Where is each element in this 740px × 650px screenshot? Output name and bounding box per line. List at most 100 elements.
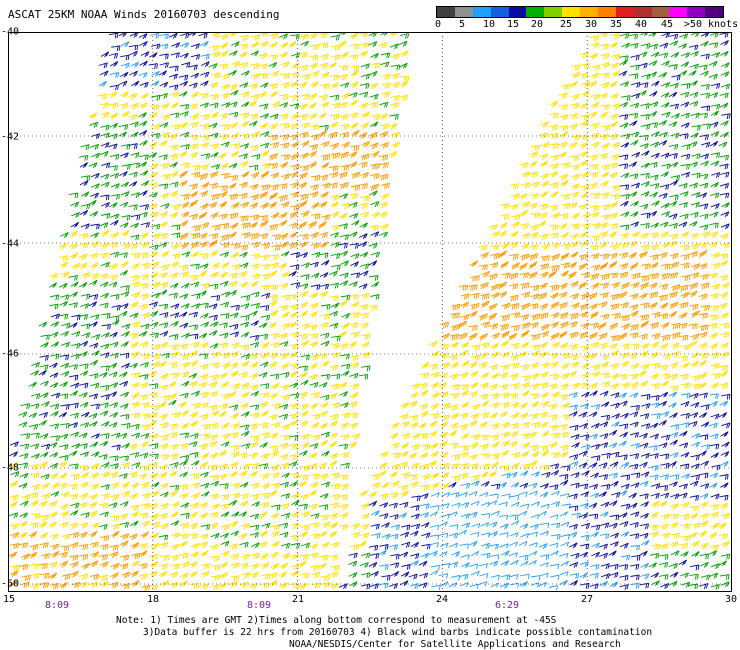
wind-barb [339, 114, 349, 121]
wind-barb [610, 334, 620, 342]
wind-barb [270, 70, 280, 78]
wind-barb [179, 104, 190, 110]
wind-barb [310, 284, 321, 291]
wind-barb [490, 554, 500, 560]
wind-barb [689, 573, 699, 580]
wind-barb [248, 423, 259, 430]
wind-barb [98, 80, 107, 87]
wind-barb [110, 562, 120, 570]
wind-barb [70, 201, 80, 208]
wind-barb [69, 322, 78, 329]
wind-barb [59, 521, 69, 529]
wind-barb [160, 250, 170, 258]
wind-barb [360, 292, 370, 300]
wind-barb [658, 283, 669, 291]
wind-barb [109, 84, 120, 91]
wind-barb [79, 162, 88, 169]
wind-barb [200, 71, 210, 78]
wind-barb [661, 241, 670, 249]
wind-barb [329, 82, 339, 89]
wind-barb [289, 522, 300, 530]
wind-barb [699, 501, 709, 508]
wind-barb [701, 123, 711, 130]
wind-barb [580, 292, 590, 301]
wind-barb [48, 561, 58, 569]
wind-barb [300, 379, 309, 386]
wind-barb [598, 301, 608, 308]
time-label: 8:09 [246, 600, 272, 611]
wind-barb [268, 270, 278, 278]
wind-barb [308, 92, 318, 100]
wind-barb [449, 404, 459, 411]
wind-barb [551, 212, 561, 220]
wind-barb [309, 191, 319, 198]
wind-barb [569, 280, 579, 288]
wind-barb [441, 332, 450, 340]
wind-barb [279, 372, 290, 379]
wind-barb [680, 262, 690, 269]
wind-barb [718, 412, 728, 419]
wind-barb [100, 261, 110, 268]
wind-barb [391, 131, 401, 139]
wind-barb [558, 394, 568, 401]
wind-barb [168, 399, 177, 406]
wind-barb [90, 192, 100, 199]
wind-barb [418, 422, 427, 430]
wind-barb [140, 503, 151, 510]
wind-barb [339, 512, 349, 519]
wind-barb [130, 401, 140, 409]
wind-barb [571, 302, 580, 310]
wind-barb [140, 353, 150, 360]
wind-barb [181, 61, 191, 68]
wind-barb [260, 150, 270, 158]
wind-barb [60, 491, 70, 499]
wind-barb [309, 564, 320, 572]
wind-barb [370, 251, 380, 258]
wind-barb [690, 242, 700, 250]
colorbar-label: 10 [482, 19, 496, 30]
wind-barb [671, 74, 681, 81]
wind-barb [318, 112, 327, 120]
wind-barb [598, 342, 608, 350]
wind-barb [620, 382, 630, 389]
wind-barb [590, 35, 600, 42]
wind-barb [208, 381, 218, 389]
wind-barb [548, 403, 558, 410]
wind-barb [228, 543, 238, 550]
wind-barb [139, 361, 149, 368]
wind-barb [298, 333, 308, 340]
wind-barb [59, 581, 68, 589]
wind-barb [90, 172, 100, 179]
wind-barb [668, 580, 678, 587]
wind-barb [108, 52, 119, 59]
wind-barb [459, 445, 469, 452]
wind-barb [120, 54, 130, 61]
wind-barb [589, 390, 598, 397]
wind-barb [590, 404, 601, 410]
wind-barb [90, 403, 100, 410]
wind-barb [669, 361, 679, 369]
wind-barb [588, 154, 599, 161]
wind-barb [70, 221, 80, 228]
wind-barb [191, 402, 201, 410]
wind-barb [680, 153, 691, 160]
wind-barb [350, 261, 359, 268]
wind-barb [659, 391, 669, 398]
wind-barb [270, 172, 280, 179]
wind-barb [490, 342, 499, 350]
wind-barb [700, 421, 710, 428]
wind-barb [629, 304, 639, 311]
wind-barb [378, 462, 388, 469]
wind-barb [710, 382, 720, 390]
wind-barb [279, 531, 289, 538]
wind-barb [280, 493, 290, 500]
wind-barb [189, 121, 199, 129]
wind-barb [219, 494, 229, 501]
lat-label: -46 [1, 348, 20, 360]
wind-barb [439, 431, 449, 439]
wind-barb [39, 514, 49, 521]
wind-barb [409, 530, 419, 537]
wind-barb [368, 41, 378, 48]
wind-barb [480, 293, 490, 300]
wind-barb [700, 542, 709, 550]
